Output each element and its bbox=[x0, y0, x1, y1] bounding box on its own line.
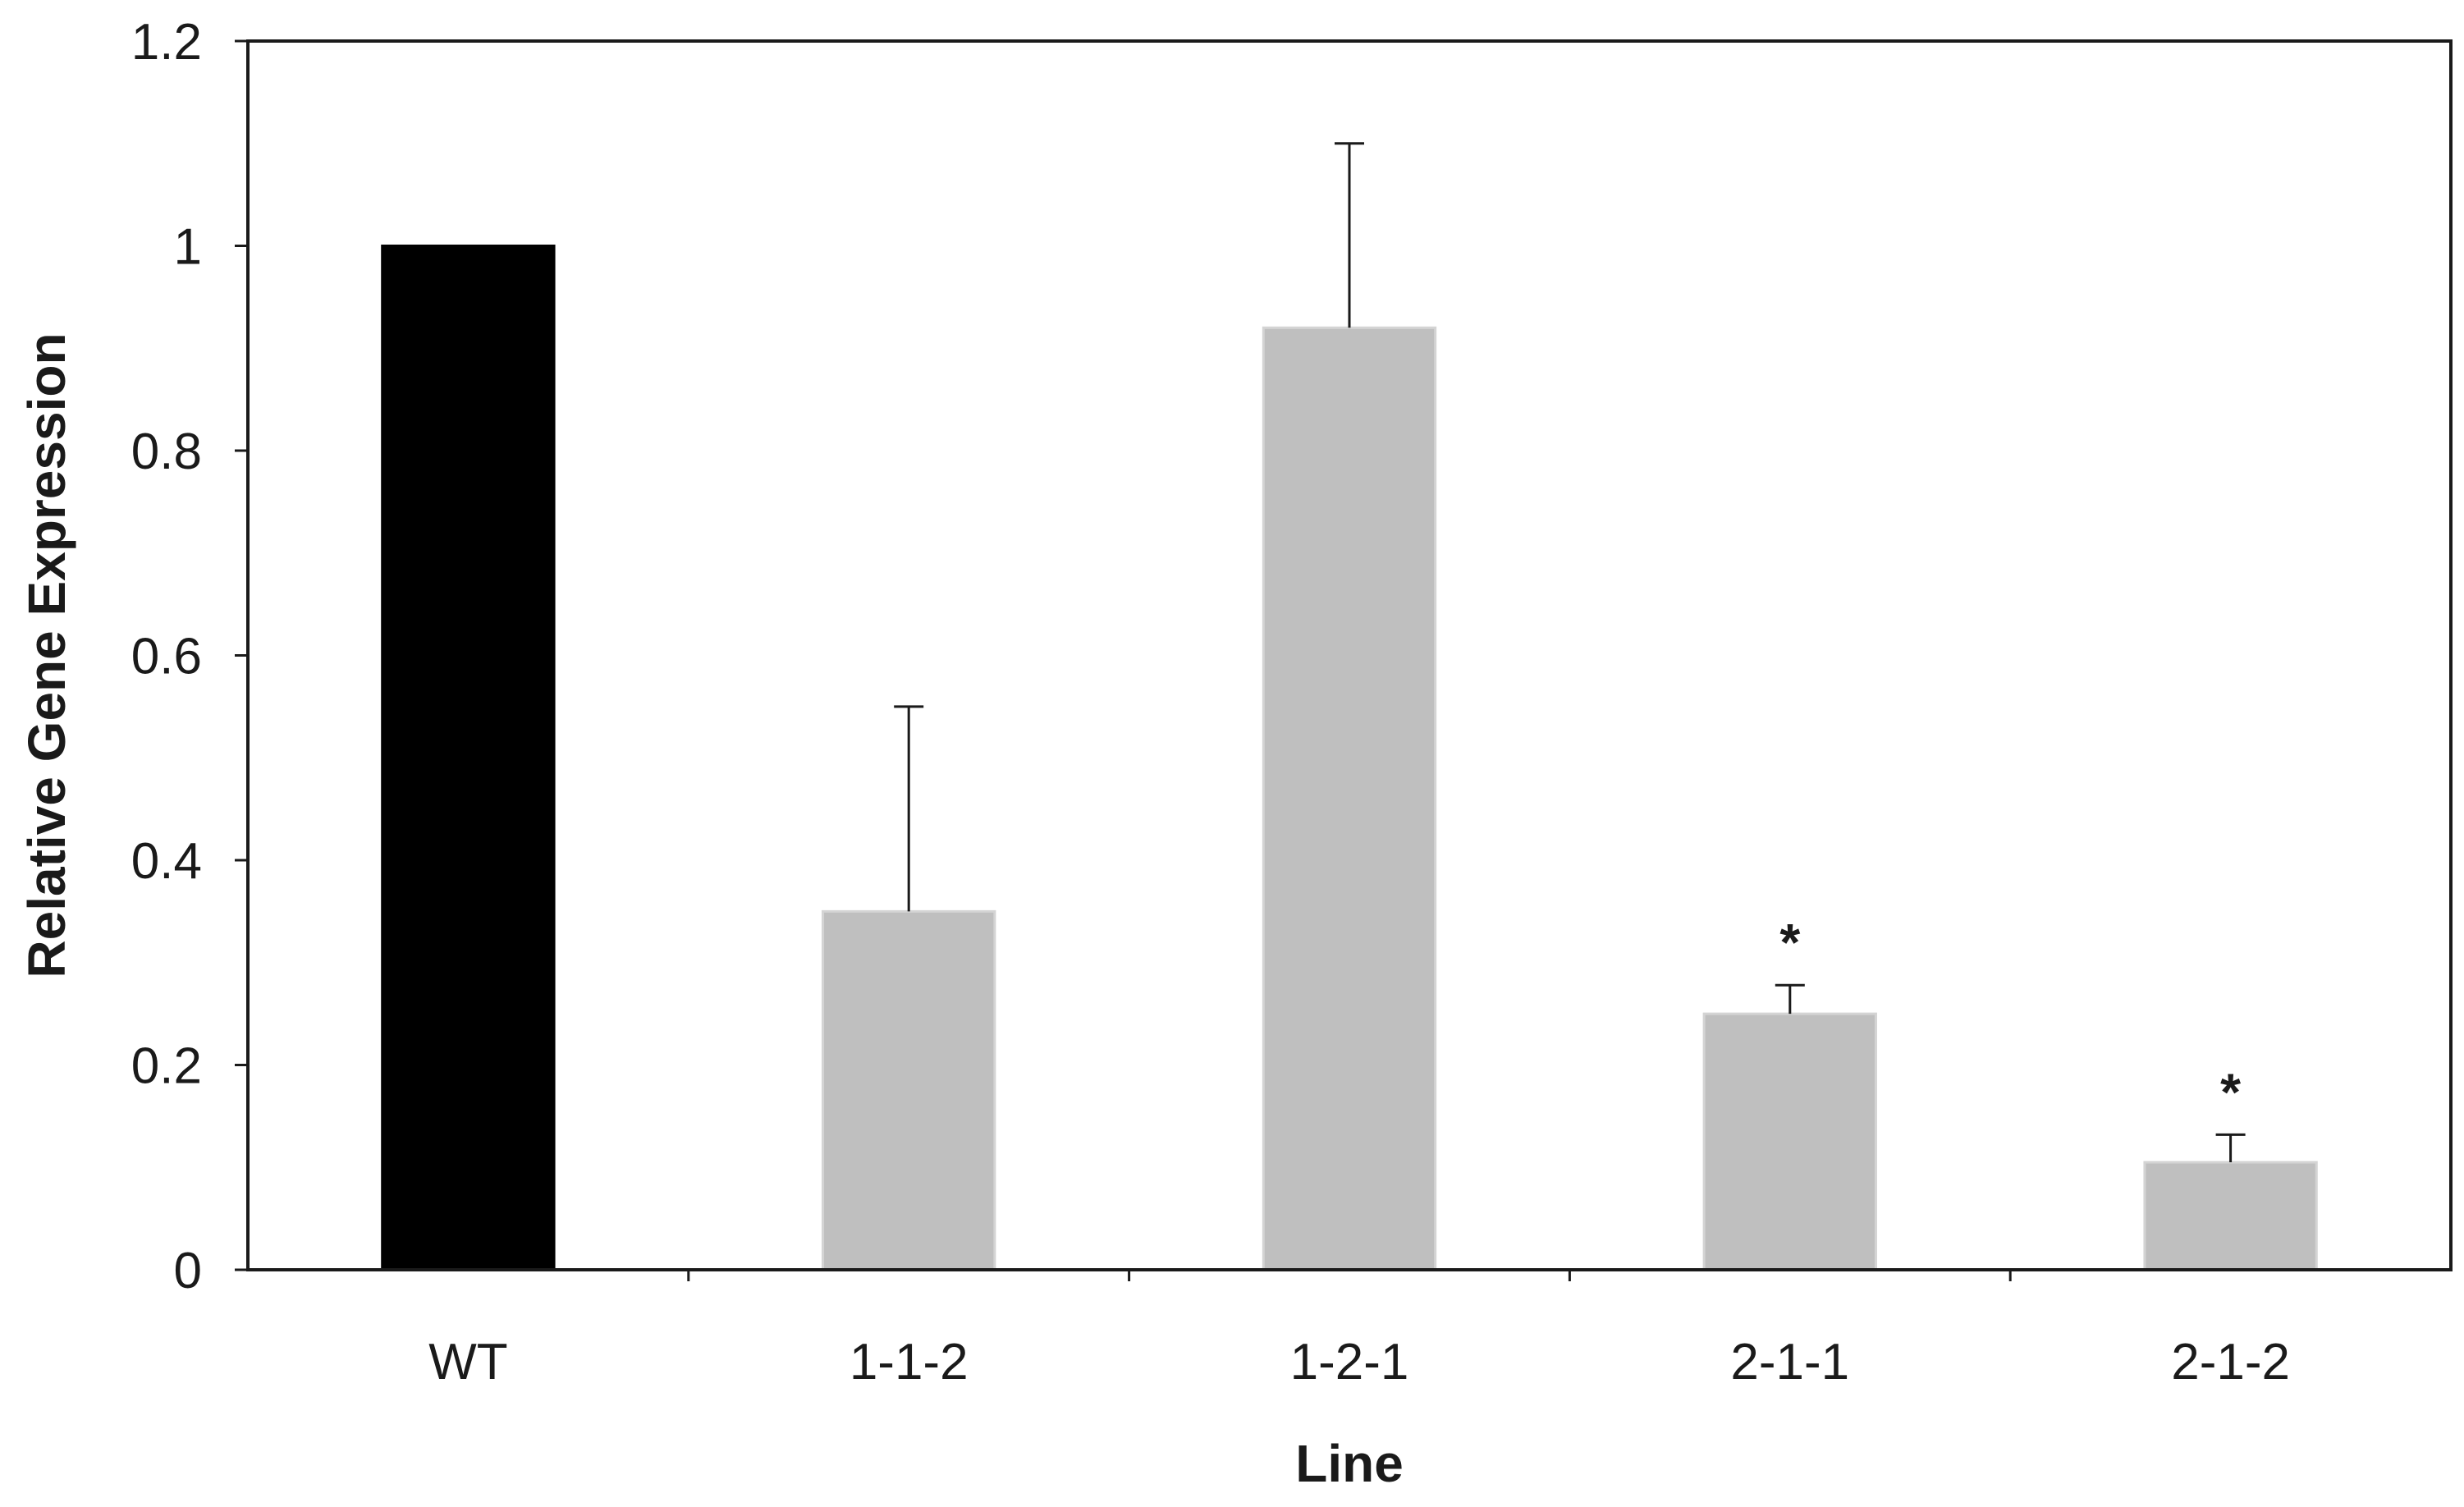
annotations-layer: ** bbox=[1779, 913, 2241, 1121]
y-tick-label: 0.2 bbox=[131, 1038, 202, 1095]
y-tick-label: 0 bbox=[174, 1243, 202, 1299]
y-axis-ticks: 0 0.2 0.4 0.6 0.8 1 1.2 bbox=[131, 14, 248, 1299]
y-tick-label: 0.6 bbox=[131, 629, 202, 685]
x-tick-label-2-1-2: 2-1-2 bbox=[2171, 1334, 2290, 1390]
y-axis-title: Relative Gene Expression bbox=[17, 332, 76, 978]
x-tick-label-WT: WT bbox=[428, 1334, 507, 1390]
y-tick-label: 0.8 bbox=[131, 424, 202, 480]
y-tick-label: 1.2 bbox=[131, 14, 202, 71]
x-tick-label-1-1-2: 1-1-2 bbox=[850, 1334, 969, 1390]
bar-1-2-1 bbox=[1262, 326, 1437, 1271]
x-tick-label-1-2-1: 1-2-1 bbox=[1290, 1334, 1409, 1390]
x-tick-label-2-1-1: 2-1-1 bbox=[1730, 1334, 1849, 1390]
x-axis-title: Line bbox=[1295, 1434, 1404, 1493]
y-tick-label: 0.4 bbox=[131, 833, 202, 890]
bar-WT bbox=[381, 245, 556, 1271]
bar-2-1-2 bbox=[2143, 1161, 2318, 1271]
error-bars-layer bbox=[894, 142, 2246, 1163]
x-axis-ticks: WT 1-1-2 1-2-1 2-1-1 2-1-2 bbox=[428, 1270, 2290, 1390]
significance-marker-2-1-2: * bbox=[2220, 1062, 2241, 1121]
bar-1-1-2 bbox=[822, 909, 996, 1271]
significance-marker-2-1-1: * bbox=[1779, 913, 1800, 972]
y-tick-label: 1 bbox=[174, 219, 202, 276]
bar-2-1-1 bbox=[1702, 1012, 1877, 1271]
